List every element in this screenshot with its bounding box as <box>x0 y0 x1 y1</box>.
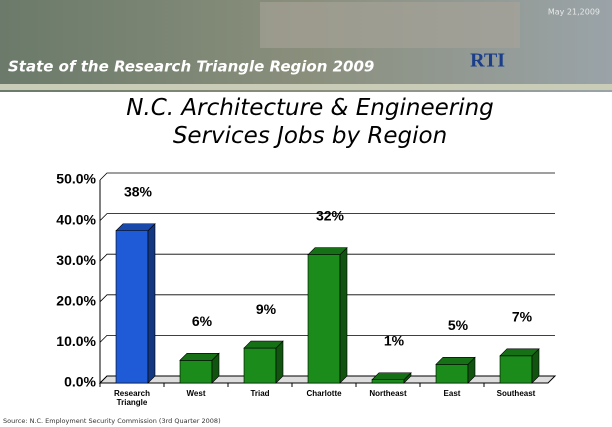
bar-top <box>435 357 476 365</box>
x-tick-label: Charlotte <box>306 389 342 398</box>
grid-line <box>99 172 555 181</box>
y-tick-label: 30.0% <box>56 252 96 268</box>
bar-front <box>115 230 149 384</box>
grid-line <box>99 335 555 343</box>
source: Source: N.C. Employment Security Commiss… <box>3 417 221 425</box>
bar-side <box>147 223 156 384</box>
bar <box>179 352 220 384</box>
bar-front <box>179 359 213 384</box>
bar <box>499 348 540 384</box>
y-tick-label: 50.0% <box>56 171 96 187</box>
header-title: State of the Research Triangle Region 20… <box>8 58 374 76</box>
y-tick-label: 10.0% <box>56 333 96 349</box>
x-tick-label: Triad <box>250 389 269 398</box>
x-tick-label: Northeast <box>369 389 407 398</box>
bar-top <box>499 348 540 357</box>
bar-top <box>307 247 348 256</box>
x-tick-label: Research Triangle <box>114 389 150 407</box>
x-tick-label: West <box>187 389 206 398</box>
grid-line <box>99 253 555 262</box>
bar <box>371 372 412 384</box>
x-tick-label: East <box>444 389 461 398</box>
bar-top <box>115 223 156 232</box>
value-label: 5% <box>448 317 469 333</box>
header-strip <box>0 84 612 90</box>
bar-front <box>307 254 341 384</box>
value-label: 32% <box>316 207 345 223</box>
value-label: 6% <box>192 313 213 329</box>
y-tick-label: 40.0% <box>56 211 96 227</box>
bar <box>243 340 284 384</box>
bar-top <box>371 372 412 381</box>
bar-top <box>179 352 220 361</box>
value-label: 1% <box>384 332 405 348</box>
y-tick-label: 20.0% <box>56 293 96 309</box>
bar-side <box>339 246 348 384</box>
bar-front <box>499 355 533 384</box>
bar-front <box>435 364 469 384</box>
bar <box>307 246 348 384</box>
value-label: 7% <box>512 309 533 325</box>
value-label: 38% <box>124 183 153 199</box>
header-photos <box>260 2 520 48</box>
chart-title: N.C. Architecture & Engineering Services… <box>126 95 494 149</box>
header-date: May 21,2009 <box>548 8 600 17</box>
value-label: 9% <box>256 301 277 317</box>
bar-top <box>243 340 284 349</box>
logo: RTI <box>470 50 505 72</box>
grid-line <box>99 294 555 303</box>
y-tick-label: 0.0% <box>64 374 96 390</box>
bar <box>435 356 476 384</box>
bar-front <box>243 347 277 384</box>
grid-line <box>99 213 555 221</box>
bar-front <box>371 379 405 384</box>
x-tick-label: Southeast <box>497 389 536 398</box>
bar <box>115 223 156 384</box>
